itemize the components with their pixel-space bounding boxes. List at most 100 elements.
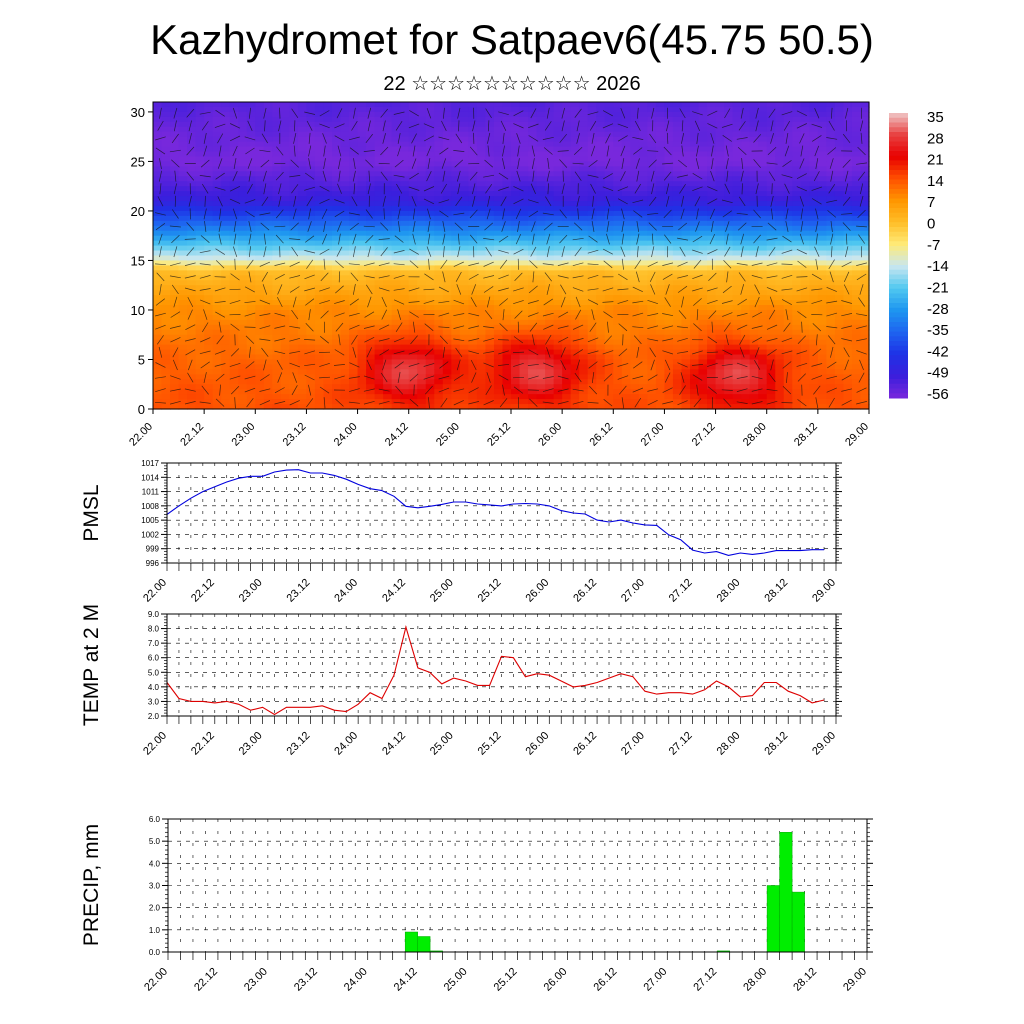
heatmap-cell [553,265,563,271]
heatmap-cell [707,394,717,400]
heatmap-cell [187,354,197,361]
heatmap-cell [562,334,572,341]
heatmap-cell [221,146,231,153]
heatmap-cell [732,210,742,217]
heatmap-cell [528,201,538,207]
heatmap-cell [263,156,273,163]
heatmap-cell [297,354,308,361]
heatmap-cell [758,384,768,390]
heatmap-cell [434,374,444,380]
heatmap-cell [187,230,197,237]
heatmap-cell [161,201,171,207]
heatmap-cell [178,156,188,163]
heatmap-cell [187,300,197,306]
heatmap-cell [272,334,282,341]
heatmap-cell [204,255,214,262]
heatmap-cell [664,111,674,118]
heatmap-cell [289,314,299,321]
heatmap-cell [400,161,410,167]
heatmap-cell [485,146,495,153]
heatmap-cell [323,260,333,266]
heatmap-cell [434,334,444,341]
heatmap-cell [434,275,444,281]
heatmap-cell [280,205,290,212]
heatmap-cell [800,349,810,356]
heatmap-cell [655,275,666,281]
heatmap-cell [724,260,734,266]
heatmap-cell [476,364,487,370]
heatmap-cell [297,210,308,217]
heatmap-cell [229,344,239,351]
heatmap-cell [153,126,163,133]
heatmap-cell [792,260,802,266]
heatmap-cell [613,191,623,197]
heatmap-cell [255,136,265,143]
heatmap-cell [775,399,785,405]
heatmap-cell [511,166,521,172]
heatmap-cell [570,186,580,192]
heatmap-cell [425,151,435,158]
heatmap-cell [383,126,393,133]
heatmap-cell [775,210,785,217]
heatmap-cell [511,295,521,301]
heatmap-cell [536,151,546,158]
heatmap-cell [766,176,776,182]
heatmap-cell [417,210,427,217]
heatmap-cell [178,141,188,148]
heatmap-cell [212,255,222,262]
heatmap-cell [766,141,776,148]
heatmap-cell [672,374,683,380]
heatmap-cell [297,309,308,316]
heatmap-cell [161,250,171,257]
heatmap-cell [536,210,546,217]
heatmap-cell [655,324,666,331]
heatmap-cell [528,235,538,242]
heatmap-cell [681,354,691,361]
heatmap-cell [229,102,239,108]
heatmap-cell [289,324,299,331]
heatmap-cell [229,329,239,336]
heatmap-cell [732,225,742,232]
heatmap-cell [425,389,435,395]
heatmap-cell [672,136,683,143]
heatmap-cell [391,265,401,271]
heatmap-cell [553,235,563,242]
heatmap-cell [306,339,316,346]
heatmap-cell [579,116,589,123]
heatmap-cell [570,121,580,128]
heatmap-cell [417,339,427,346]
heatmap-cell [417,136,427,143]
heatmap-cell [690,106,700,113]
heatmap-cell [570,280,580,286]
heatmap-cell [528,404,538,410]
heatmap-cell [468,102,478,108]
heatmap-cell [732,126,742,133]
heatmap-cell [451,399,461,405]
heatmap-cell [442,319,452,326]
heatmap-cell [400,319,410,326]
heatmap-cell [698,215,708,222]
heatmap-cell [655,339,666,346]
heatmap-cell [280,305,290,311]
heatmap-cell [511,404,521,410]
heatmap-cell [613,295,623,301]
heatmap-cell [195,300,205,306]
heatmap-cell [698,205,708,212]
heatmap-cell [749,334,759,341]
heatmap-cell [587,369,597,375]
heatmap-cell [596,106,606,113]
heatmap-cell [792,225,802,232]
heatmap-cell [638,126,648,133]
heatmap-cell [834,225,845,232]
heatmap-cell [272,300,282,306]
heatmap-cell [613,364,623,370]
heatmap-cell [553,285,563,291]
heatmap-cell [485,394,495,400]
heatmap-cell [434,156,444,163]
heatmap-cell [212,171,222,177]
heatmap-cell [442,102,452,108]
heatmap-cell [170,300,180,306]
heatmap-cell [758,240,768,247]
heatmap-cell [604,369,614,375]
heatmap-cell [332,245,342,252]
